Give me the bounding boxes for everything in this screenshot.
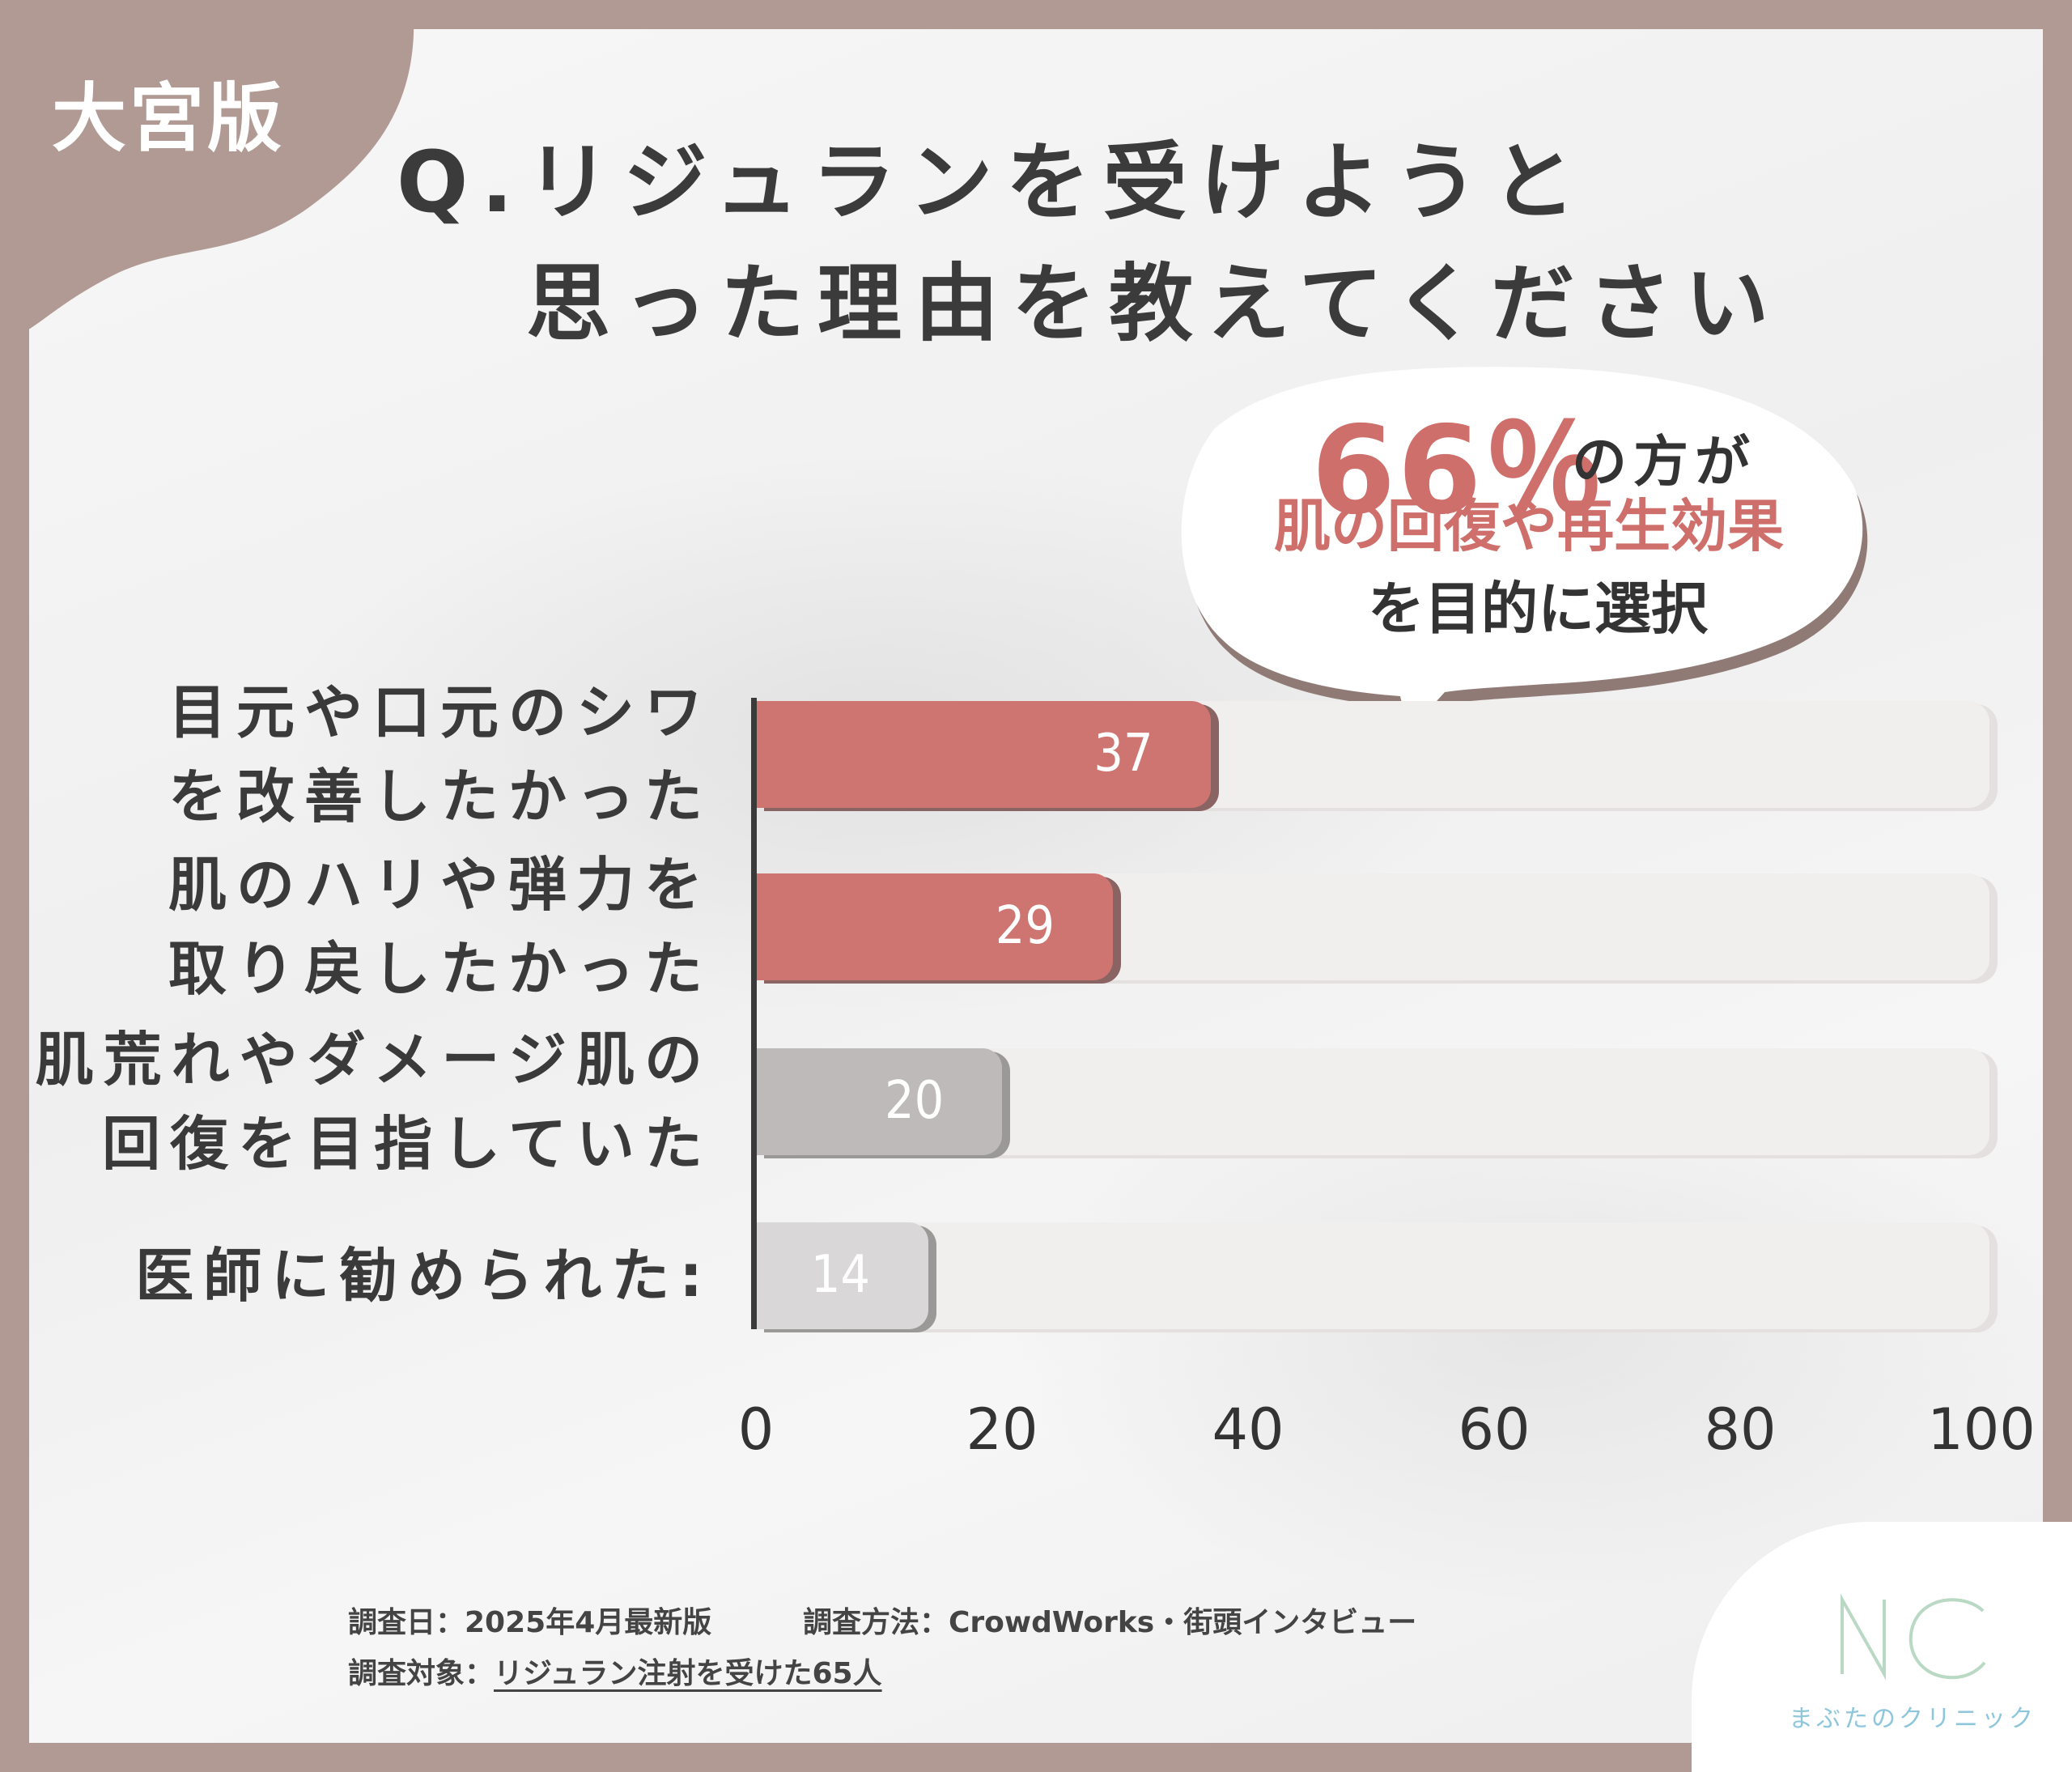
chart-title-line1: Q.リジュランを受けようと [397,133,1589,232]
category-label-line: 取り戻したかった [168,935,712,1003]
clinic-logo-icon [1841,1593,1986,1681]
x-tick-label: 20 [966,1396,1038,1463]
category-label-line: 目元や口元のシワ [168,678,712,746]
region-label: 大宮版 [52,75,286,162]
x-tick-label: 80 [1704,1396,1777,1463]
category-label: 肌荒れやダメージ肌の回復を目指していた [0,1018,712,1186]
callout-percent: 66％ [1311,401,1607,542]
bar [756,1048,1002,1155]
footer-method: 調査方法：CrowdWorks・街頭インタビュー [803,1606,1417,1639]
bar-value-label: 29 [995,896,1055,956]
bar-value-label: 14 [810,1245,871,1305]
callout-bubble [1181,367,1868,744]
category-label-line: 肌のハリや弾力を [168,851,712,919]
x-tick-label: 0 [737,1396,775,1463]
callout-suffix: の方が [1572,431,1757,495]
bar [756,873,1113,980]
footer-target-value: リジュラン注射を受けた65人 [494,1657,882,1690]
bar [756,701,1212,808]
category-label-line: 医師に勧められた: [135,1242,712,1310]
bar-value-label: 20 [885,1071,945,1131]
chart-title-line2: 思った理由を教えてください [526,254,1782,353]
y-axis-line [751,698,757,1329]
category-label: 医師に勧められた: [0,1234,712,1318]
bar-value-label: 37 [1093,724,1153,784]
callout-highlight: 肌の回復や再生効果 [1274,493,1784,559]
category-label-line: 回復を目指していた [102,1110,712,1178]
x-tick-label: 40 [1212,1396,1284,1463]
chart-title: Q.リジュランを受けようと 思った理由を教えてください [397,121,1934,364]
logo-background [1692,1522,2072,1772]
corner-tab [0,0,414,334]
x-tick-label: 60 [1458,1396,1531,1463]
bar [756,1222,928,1329]
footer-target: 調査対象：リジュラン注射を受けた65人 [348,1650,882,1692]
bar-track [756,1222,1989,1329]
category-label-line: を改善したかった [168,763,712,831]
clinic-name: まぶたのクリニック [1789,1705,2036,1733]
callout-line3: を目的に選択 [1368,576,1708,642]
category-label-line: 肌荒れやダメージ肌の [35,1026,712,1094]
footer-date: 調査日：2025年4月最新版 [348,1606,712,1639]
footer-target-label: 調査対象： [348,1657,495,1690]
x-tick-label: 100 [1927,1396,2036,1463]
category-label: 目元や口元のシワ を改善したかった [0,670,712,839]
category-label: 肌のハリや弾力を 取り戻したかった [0,843,712,1011]
